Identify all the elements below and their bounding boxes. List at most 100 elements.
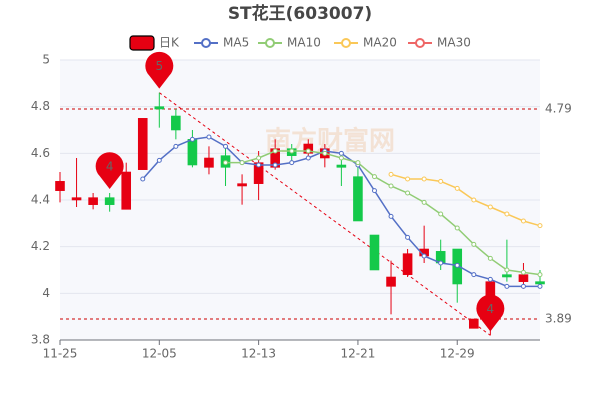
ma-point (405, 176, 411, 182)
candle-body (104, 197, 115, 205)
reference-label: 3.89 (545, 312, 572, 326)
ma-point (371, 188, 377, 194)
ma-point (405, 234, 411, 240)
ma-point (454, 185, 460, 191)
ma-point (487, 276, 493, 282)
candle-body (369, 234, 380, 271)
candle-body (535, 281, 545, 285)
ma-point (289, 160, 295, 166)
ma-point (206, 134, 212, 140)
legend-icon (265, 38, 275, 48)
ma-point (338, 150, 344, 156)
ma-point (388, 183, 394, 189)
candle-body (55, 181, 65, 191)
ma-point (371, 174, 377, 180)
ma-point (256, 155, 262, 161)
ma-point (504, 283, 510, 289)
ma-point (487, 204, 493, 210)
legend-label: MA5 (223, 36, 249, 50)
pin (476, 294, 505, 332)
candle-body (121, 171, 132, 210)
ma-point (471, 197, 477, 203)
candle-body (336, 164, 347, 168)
ma-point (223, 143, 229, 149)
pin-label: 4 (487, 302, 495, 316)
ma-point (438, 178, 444, 184)
candle-body (137, 118, 148, 170)
candle-body (386, 276, 396, 287)
ma-point (239, 160, 245, 166)
candle-body (88, 197, 98, 205)
legend-label: MA10 (287, 36, 321, 50)
candle-body (237, 183, 247, 187)
ma-point (421, 253, 427, 259)
ma-point (388, 171, 394, 177)
ma-point (305, 155, 311, 161)
ma-point (454, 262, 460, 268)
trend-line (159, 92, 491, 336)
ma-point (322, 150, 328, 156)
pin (145, 51, 174, 89)
y-tick-label: 5 (42, 53, 50, 67)
ma-point (223, 160, 229, 166)
ma-point (537, 283, 543, 289)
ma-point (405, 190, 411, 196)
y-tick-label: 4.6 (31, 146, 50, 160)
candle-body (502, 274, 512, 278)
legend-icon (415, 38, 425, 48)
ma-line (225, 150, 541, 276)
candle-body (154, 106, 165, 110)
ma-point (471, 241, 477, 247)
y-tick-label: 3.8 (31, 333, 50, 347)
x-tick-label: 11-25 (43, 347, 78, 361)
ma-point (438, 260, 444, 266)
x-tick-label: 12-05 (142, 347, 177, 361)
candle-body (468, 318, 479, 329)
ma-point (421, 176, 427, 182)
ma-point (272, 162, 278, 168)
ma-line (390, 173, 541, 227)
candle-body (71, 197, 82, 201)
legend-icon (341, 38, 351, 48)
pin-label: 4 (106, 160, 114, 174)
ma-point (504, 267, 510, 273)
ma-point (355, 160, 361, 166)
ma-point (454, 225, 460, 231)
ma-point (388, 213, 394, 219)
candle-body (171, 115, 181, 131)
ma-point (537, 272, 543, 278)
legend-label: 日K (159, 36, 180, 50)
ma-point (421, 199, 427, 205)
ma-point (471, 272, 477, 278)
legend-label: MA20 (363, 36, 397, 50)
ma-point (289, 148, 295, 154)
ma-point (189, 136, 195, 142)
ma-point (487, 255, 493, 261)
ma-point (173, 143, 179, 149)
pin (95, 152, 124, 189)
legend-icon (201, 38, 211, 48)
reference-label: 4.79 (545, 102, 572, 116)
candle-body (402, 253, 413, 275)
candle-body (204, 157, 214, 168)
ma-point (156, 157, 162, 163)
ma-point (338, 155, 344, 161)
ma-point (520, 269, 526, 275)
candle-body (518, 274, 529, 282)
legend-label: MA30 (437, 36, 471, 50)
ma-point (438, 211, 444, 217)
ma-point (520, 218, 526, 224)
ma-point (305, 148, 311, 154)
ma-point (140, 176, 146, 182)
y-tick-label: 4.8 (31, 99, 50, 113)
legend-icon (129, 35, 155, 51)
ma-point (520, 283, 526, 289)
y-tick-label: 4.4 (31, 193, 50, 207)
x-tick-label: 12-21 (340, 347, 375, 361)
y-tick-label: 4 (42, 286, 50, 300)
ma-point (272, 148, 278, 154)
candle-body (353, 176, 363, 222)
x-tick-label: 12-29 (440, 347, 475, 361)
chart-title: ST花王(603007) (228, 3, 372, 24)
